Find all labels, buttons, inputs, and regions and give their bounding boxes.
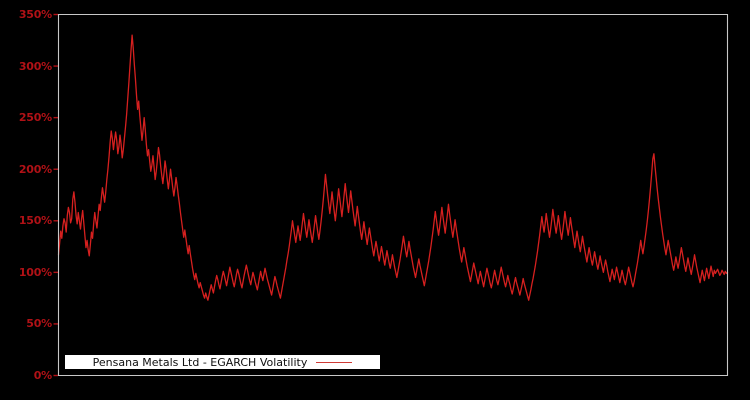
y-axis-tick-label: 200% [18,162,52,176]
y-axis-tick-label: 50% [26,317,52,331]
chart-legend: Pensana Metals Ltd - EGARCH Volatility [65,355,380,369]
legend-label: Pensana Metals Ltd - EGARCH Volatility [92,355,308,369]
y-axis-tick-label: 350% [18,8,52,21]
plot-axis-frame [57,13,729,377]
y-axis-tick-label: 250% [18,111,52,125]
y-axis-tick-label: 150% [18,214,52,228]
y-axis-tick-marks [53,13,58,377]
volatility-line-series [57,34,729,301]
y-axis-tick-label: 300% [18,59,52,73]
legend-line-swatch [316,361,353,363]
y-axis-tick-label: 100% [18,265,52,279]
y-axis-tick-labels: 0% 50% 100% 150% 200% 250% 300% 350% [0,0,52,400]
y-axis-tick-label: 0% [33,369,52,382]
